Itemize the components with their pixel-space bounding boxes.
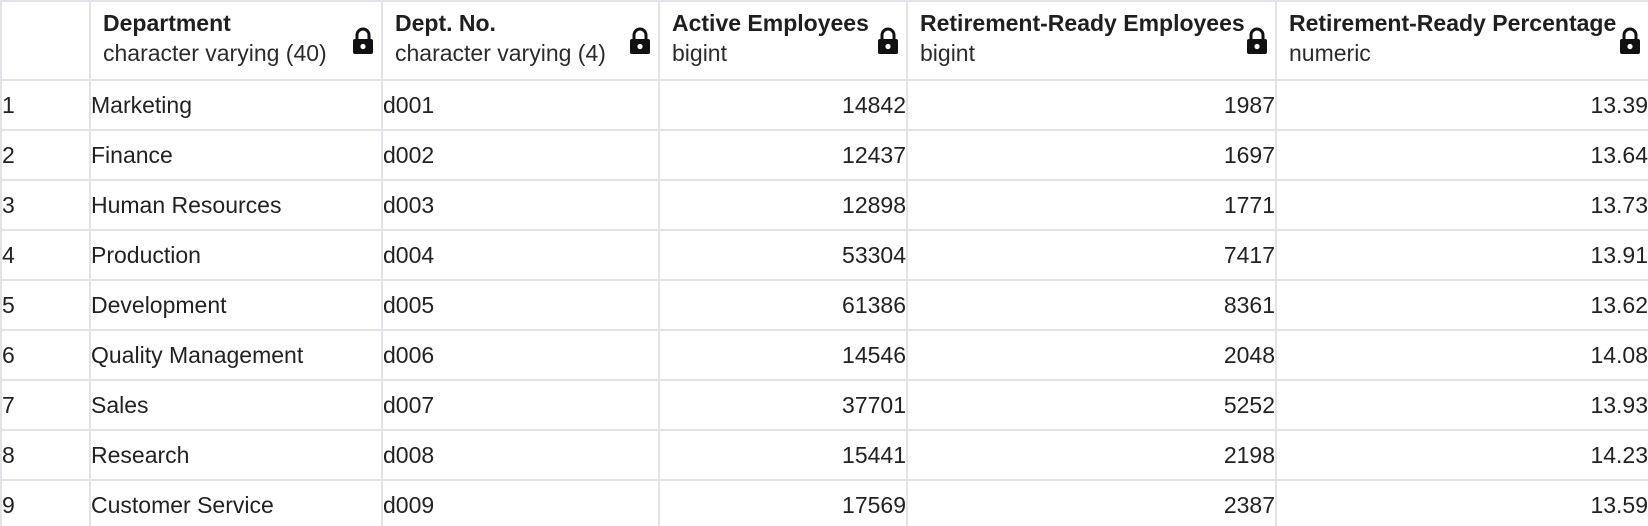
department-cell[interactable]: Development [89, 279, 383, 331]
lock-icon [1247, 27, 1267, 54]
column-header-active-employees[interactable]: Active Employees bigint [658, 0, 908, 81]
active-employees-cell[interactable]: 14546 [658, 329, 908, 381]
column-header-retirement-ready-employees[interactable]: Retirement-Ready Employees bigint [906, 0, 1277, 81]
column-type: bigint [672, 40, 727, 66]
row-number-header[interactable] [0, 0, 91, 81]
column-name: Department [103, 10, 231, 36]
dept-no-cell[interactable]: d008 [381, 429, 660, 481]
lock-icon [630, 27, 650, 54]
column-name: Retirement-Ready Employees [920, 10, 1245, 36]
row-number[interactable]: 7 [0, 379, 91, 431]
lock-icon [878, 27, 898, 54]
department-cell[interactable]: Research [89, 429, 383, 481]
lock-icon [1620, 27, 1640, 54]
table-row[interactable]: 9 Customer Service d009 17569 2387 13.59 [0, 479, 1648, 526]
row-number[interactable]: 9 [0, 479, 91, 526]
lock-icon [353, 27, 373, 54]
column-name: Dept. No. [395, 10, 496, 36]
row-number[interactable]: 6 [0, 329, 91, 381]
retirement-ready-employees-cell[interactable]: 1697 [906, 129, 1277, 181]
header-row: Department character varying (40) Dept. … [0, 0, 1648, 81]
retirement-ready-employees-cell[interactable]: 8361 [906, 279, 1277, 331]
column-name: Retirement-Ready Percentage [1289, 10, 1617, 36]
retirement-ready-employees-cell[interactable]: 1987 [906, 79, 1277, 131]
column-type: numeric [1289, 40, 1371, 66]
retirement-ready-employees-cell[interactable]: 2198 [906, 429, 1277, 481]
department-cell[interactable]: Customer Service [89, 479, 383, 526]
column-header-retirement-ready-percentage[interactable]: Retirement-Ready Percentage numeric [1275, 0, 1648, 81]
active-employees-cell[interactable]: 37701 [658, 379, 908, 431]
retirement-ready-employees-cell[interactable]: 5252 [906, 379, 1277, 431]
table-row[interactable]: 4 Production d004 53304 7417 13.91 [0, 229, 1648, 281]
column-type: character varying (40) [103, 40, 327, 66]
active-employees-cell[interactable]: 61386 [658, 279, 908, 331]
table-row[interactable]: 3 Human Resources d003 12898 1771 13.73 [0, 179, 1648, 231]
dept-no-cell[interactable]: d006 [381, 329, 660, 381]
dept-no-cell[interactable]: d004 [381, 229, 660, 281]
dept-no-cell[interactable]: d003 [381, 179, 660, 231]
row-number[interactable]: 4 [0, 229, 91, 281]
retirement-ready-percentage-cell[interactable]: 13.73 [1275, 179, 1648, 231]
department-cell[interactable]: Marketing [89, 79, 383, 131]
retirement-ready-percentage-cell[interactable]: 14.23 [1275, 429, 1648, 481]
table-row[interactable]: 1 Marketing d001 14842 1987 13.39 [0, 79, 1648, 131]
department-cell[interactable]: Production [89, 229, 383, 281]
dept-no-cell[interactable]: d002 [381, 129, 660, 181]
active-employees-cell[interactable]: 53304 [658, 229, 908, 281]
column-header-dept-no[interactable]: Dept. No. character varying (4) [381, 0, 660, 81]
retirement-ready-percentage-cell[interactable]: 13.39 [1275, 79, 1648, 131]
active-employees-cell[interactable]: 17569 [658, 479, 908, 526]
active-employees-cell[interactable]: 14842 [658, 79, 908, 131]
row-number[interactable]: 3 [0, 179, 91, 231]
retirement-ready-percentage-cell[interactable]: 13.64 [1275, 129, 1648, 181]
column-name: Active Employees [672, 10, 869, 36]
column-header-department[interactable]: Department character varying (40) [89, 0, 383, 81]
row-number[interactable]: 8 [0, 429, 91, 481]
retirement-ready-percentage-cell[interactable]: 13.59 [1275, 479, 1648, 526]
dept-no-cell[interactable]: d009 [381, 479, 660, 526]
column-type: bigint [920, 40, 975, 66]
table-row[interactable]: 8 Research d008 15441 2198 14.23 [0, 429, 1648, 481]
retirement-ready-percentage-cell[interactable]: 13.93 [1275, 379, 1648, 431]
dept-no-cell[interactable]: d005 [381, 279, 660, 331]
active-employees-cell[interactable]: 15441 [658, 429, 908, 481]
department-cell[interactable]: Human Resources [89, 179, 383, 231]
retirement-ready-employees-cell[interactable]: 2048 [906, 329, 1277, 381]
table-row[interactable]: 6 Quality Management d006 14546 2048 14.08 [0, 329, 1648, 381]
grid-body: 1 Marketing d001 14842 1987 13.39 2 Finance d002… [0, 79, 1648, 526]
retirement-ready-percentage-cell[interactable]: 13.62 [1275, 279, 1648, 331]
retirement-ready-percentage-cell[interactable]: 13.91 [1275, 229, 1648, 281]
active-employees-cell[interactable]: 12437 [658, 129, 908, 181]
row-number[interactable]: 2 [0, 129, 91, 181]
row-number[interactable]: 5 [0, 279, 91, 331]
table-row[interactable]: 5 Development d005 61386 8361 13.62 [0, 279, 1648, 331]
dept-no-cell[interactable]: d001 [381, 79, 660, 131]
table-row[interactable]: 7 Sales d007 37701 5252 13.93 [0, 379, 1648, 431]
retirement-ready-percentage-cell[interactable]: 14.08 [1275, 329, 1648, 381]
retirement-ready-employees-cell[interactable]: 7417 [906, 229, 1277, 281]
row-number[interactable]: 1 [0, 79, 91, 131]
table-row[interactable]: 2 Finance d002 12437 1697 13.64 [0, 129, 1648, 181]
department-cell[interactable]: Quality Management [89, 329, 383, 381]
retirement-ready-employees-cell[interactable]: 1771 [906, 179, 1277, 231]
retirement-ready-employees-cell[interactable]: 2387 [906, 479, 1277, 526]
dept-no-cell[interactable]: d007 [381, 379, 660, 431]
department-cell[interactable]: Finance [89, 129, 383, 181]
active-employees-cell[interactable]: 12898 [658, 179, 908, 231]
column-type: character varying (4) [395, 40, 606, 66]
department-cell[interactable]: Sales [89, 379, 383, 431]
